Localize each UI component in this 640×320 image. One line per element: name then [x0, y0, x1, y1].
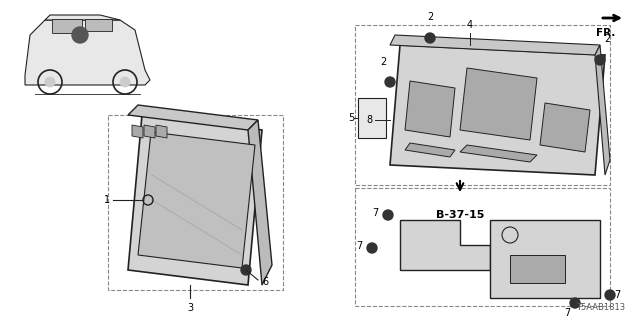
Polygon shape — [400, 220, 490, 270]
Circle shape — [570, 298, 580, 308]
Circle shape — [72, 27, 88, 43]
Polygon shape — [390, 45, 605, 175]
Polygon shape — [156, 125, 167, 138]
Text: 6: 6 — [262, 277, 268, 287]
Polygon shape — [390, 35, 600, 55]
Polygon shape — [85, 19, 112, 31]
Circle shape — [383, 210, 393, 220]
Text: 7: 7 — [614, 290, 620, 300]
Polygon shape — [405, 81, 455, 137]
Circle shape — [385, 77, 395, 87]
Bar — [358, 98, 386, 138]
Text: 3: 3 — [187, 303, 193, 313]
Circle shape — [595, 55, 605, 65]
Bar — [355, 25, 610, 185]
Polygon shape — [128, 115, 262, 285]
Polygon shape — [460, 68, 537, 140]
Polygon shape — [25, 20, 150, 85]
Polygon shape — [460, 145, 537, 162]
Bar — [510, 255, 565, 283]
Text: 8: 8 — [366, 115, 372, 125]
Text: T5AAB1813: T5AAB1813 — [576, 303, 625, 312]
Polygon shape — [595, 45, 610, 175]
Polygon shape — [540, 103, 590, 152]
Text: 4: 4 — [467, 20, 473, 30]
Text: FR.: FR. — [596, 28, 616, 38]
Circle shape — [367, 243, 377, 253]
Polygon shape — [405, 143, 455, 157]
Polygon shape — [45, 15, 120, 20]
Text: 2: 2 — [427, 12, 433, 22]
Circle shape — [605, 290, 615, 300]
Text: B-37-15: B-37-15 — [436, 210, 484, 220]
Text: 7: 7 — [356, 241, 362, 251]
Circle shape — [425, 33, 435, 43]
Text: 7: 7 — [564, 308, 570, 318]
Circle shape — [120, 77, 130, 87]
Bar — [355, 188, 610, 306]
Polygon shape — [128, 105, 258, 130]
Polygon shape — [144, 125, 155, 138]
Polygon shape — [132, 125, 143, 138]
Text: 5: 5 — [348, 113, 354, 123]
Circle shape — [241, 265, 251, 275]
Text: 2: 2 — [380, 57, 386, 67]
Polygon shape — [52, 19, 82, 33]
Text: 2: 2 — [604, 34, 610, 44]
Polygon shape — [490, 220, 600, 298]
Polygon shape — [138, 132, 255, 268]
Bar — [108, 115, 283, 290]
Text: 1: 1 — [104, 195, 110, 205]
Polygon shape — [248, 120, 272, 285]
Text: 7: 7 — [372, 208, 378, 218]
Circle shape — [45, 77, 55, 87]
